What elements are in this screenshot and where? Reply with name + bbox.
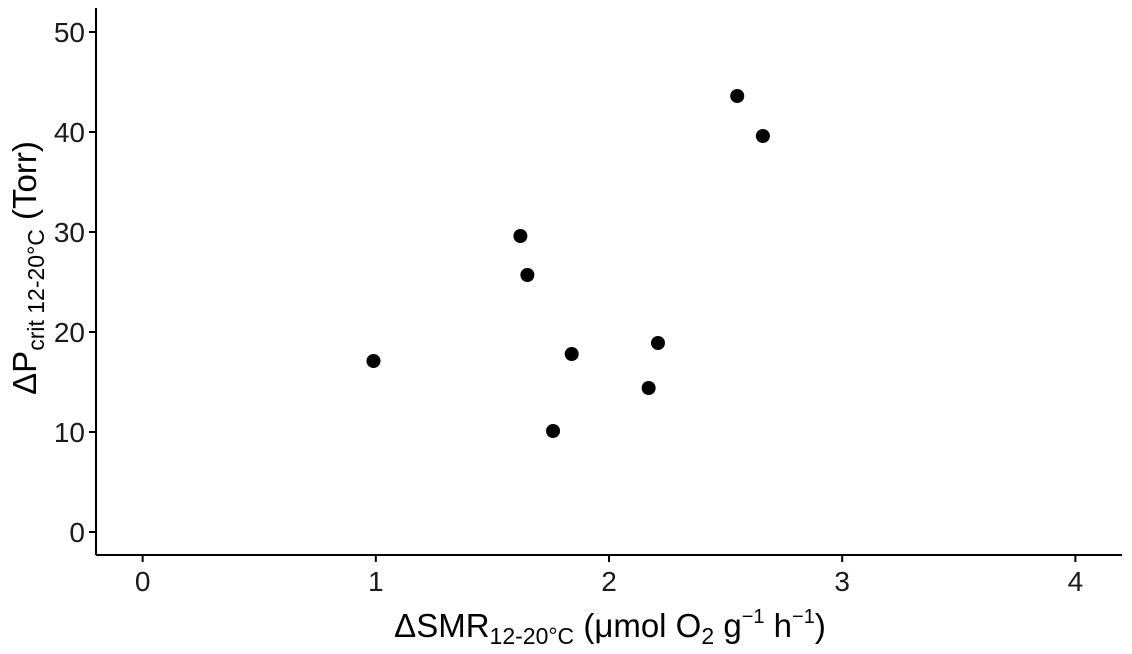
- data-point: [650, 336, 665, 350]
- y-tick-label: 0: [69, 517, 85, 548]
- data-points: [366, 89, 770, 438]
- y-tick-label: 30: [54, 217, 85, 248]
- data-point: [366, 354, 381, 368]
- x-tick-label: 1: [368, 566, 384, 597]
- y-axis-title: ΔPcrit 12-20°C (Torr): [6, 141, 49, 395]
- y-tick-label: 40: [54, 117, 85, 148]
- y-tick-label: 50: [54, 17, 85, 48]
- x-tick-label: 0: [135, 566, 151, 597]
- x-tick-label: 3: [834, 566, 850, 597]
- data-point: [546, 424, 561, 438]
- data-point: [730, 89, 745, 103]
- y-tick-label: 10: [54, 417, 85, 448]
- data-point: [641, 381, 656, 395]
- data-point: [564, 347, 579, 361]
- y-tick-label: 20: [54, 317, 85, 348]
- data-point: [755, 129, 770, 143]
- x-tick-label: 2: [601, 566, 617, 597]
- data-point: [513, 229, 528, 243]
- x-tick-label: 4: [1068, 566, 1084, 597]
- data-point: [520, 268, 535, 282]
- x-axis-title: ΔSMR12-20°C (μmol O2 g−1 h−1): [394, 606, 826, 649]
